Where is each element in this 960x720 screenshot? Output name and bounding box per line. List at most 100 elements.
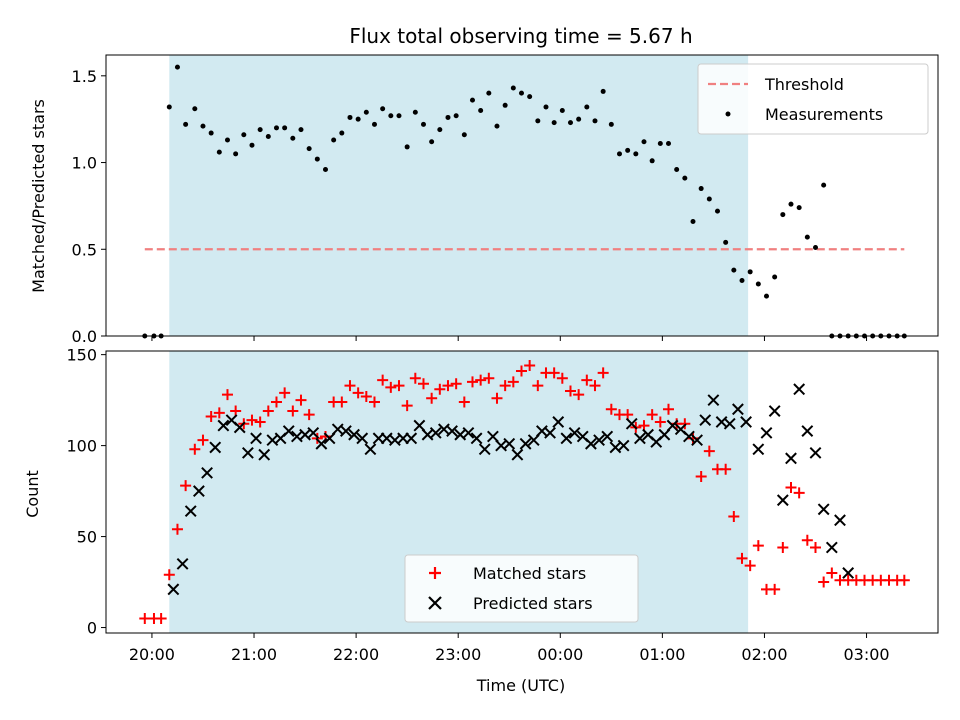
count-y-tick-label: 100	[66, 437, 97, 456]
predicted-star-point	[282, 425, 295, 437]
predicted-star-point	[732, 403, 744, 416]
matched-star-point	[703, 445, 715, 457]
predicted-star-point	[364, 443, 377, 456]
matched-star-point	[720, 463, 732, 475]
matched-star-point	[646, 409, 658, 421]
matched-star-point	[221, 389, 233, 401]
measurement-point	[584, 104, 590, 110]
matched-star-point	[548, 367, 560, 379]
count-y-tick-label: 0	[87, 619, 97, 638]
predicted-star-point	[176, 557, 189, 570]
predicted-star-point	[201, 466, 213, 479]
matched-star-point	[401, 400, 413, 412]
x-tick-label: 00:00	[537, 645, 583, 664]
matched-star-point	[197, 434, 209, 446]
predicted-star-point	[348, 428, 360, 441]
count-axes-frame	[105, 350, 939, 634]
matched-star-point	[801, 534, 813, 546]
matched-star-point	[458, 396, 470, 408]
predicted-star-point	[785, 452, 797, 465]
x-axis-label: Time (UTC)	[476, 676, 565, 695]
measurement-point	[804, 234, 810, 240]
ratio-x-ticks	[151, 336, 868, 341]
measurement-point	[739, 277, 745, 283]
x-tick-label: 21:00	[231, 645, 277, 664]
ratio-observing-window	[169, 55, 749, 336]
ratio-y-axis-label: Matched/Predicted stars	[29, 99, 48, 293]
measurement-point	[183, 121, 189, 127]
matched-star-point	[377, 374, 389, 386]
matched-star-point	[769, 583, 781, 595]
matched-star-point	[744, 560, 756, 572]
predicted-star-point	[817, 503, 830, 516]
predicted-star-point	[167, 583, 180, 596]
count-legend: Matched stars Predicted stars	[404, 554, 639, 623]
predicted-star-point	[825, 541, 838, 554]
chart-title: Flux total observing time = 5.67 h	[349, 24, 692, 48]
predicted-star-point	[544, 426, 556, 439]
measurement-point	[665, 140, 671, 146]
matched-star-point	[573, 389, 585, 401]
measurement-point	[649, 158, 655, 164]
predicted-star-point	[723, 417, 736, 430]
predicted-star-point	[834, 514, 846, 527]
measurement-point	[780, 212, 786, 218]
predicted-star-point	[552, 416, 565, 428]
predicted-star-point	[307, 426, 320, 439]
measurement-point	[298, 127, 304, 133]
matched-star-point	[532, 380, 544, 392]
matched-star-point	[163, 569, 175, 581]
predicted-star-point	[233, 421, 246, 434]
matched-star-point	[589, 380, 601, 392]
predicted-star-point	[250, 432, 262, 445]
measurement-point	[510, 85, 516, 91]
matched-star-point	[695, 471, 707, 483]
measurement-point	[714, 208, 720, 214]
predicted-star-point	[478, 443, 491, 456]
measurement-point	[657, 140, 663, 146]
matched-star-point	[155, 612, 167, 624]
measurement-point	[763, 293, 769, 299]
measurement-point	[241, 132, 247, 138]
measurement-point	[347, 114, 353, 120]
measurement-point	[633, 151, 639, 157]
matched-star-point	[180, 480, 192, 492]
matched-star-point	[483, 372, 495, 384]
matched-star-point	[246, 414, 258, 426]
matched-star-point	[426, 392, 438, 404]
measurement-point	[723, 239, 729, 245]
measurement-point	[772, 274, 778, 280]
matched-star-point	[360, 390, 372, 402]
measurement-point	[674, 166, 680, 172]
predicted-star-point	[184, 505, 197, 518]
matched-star-point	[270, 396, 282, 408]
ratio-y-tick-label: 1.5	[72, 67, 97, 86]
legend-measurements-label: Measurements	[765, 105, 883, 124]
predicted-star-point	[503, 437, 516, 450]
predicted-star-point	[617, 439, 630, 452]
measurement-point	[363, 109, 369, 115]
measurement-point	[788, 201, 794, 207]
predicted-star-point	[446, 425, 458, 437]
matched-star-point	[171, 523, 183, 535]
matched-star-point	[466, 376, 478, 388]
measurement-point	[682, 175, 688, 181]
matched-star-point	[139, 612, 151, 624]
measurement-point	[543, 104, 549, 110]
x-tick-label: 22:00	[333, 645, 379, 664]
predicted-star-point	[209, 441, 222, 454]
measurement-point	[535, 118, 541, 124]
matched-star-point	[556, 372, 568, 384]
measurement-point	[265, 134, 271, 140]
predicted-star-point	[666, 419, 679, 432]
measurement-point	[494, 123, 500, 129]
matched-star-point	[564, 385, 576, 397]
matched-star-point	[499, 380, 511, 392]
measurement-point	[698, 186, 704, 192]
x-tick-label: 02:00	[741, 645, 787, 664]
matched-star-point	[450, 378, 462, 390]
matched-star-point	[728, 511, 740, 523]
legend-matched-swatch	[429, 567, 441, 579]
measurement-point	[224, 137, 230, 143]
predicted-star-point	[801, 425, 814, 437]
